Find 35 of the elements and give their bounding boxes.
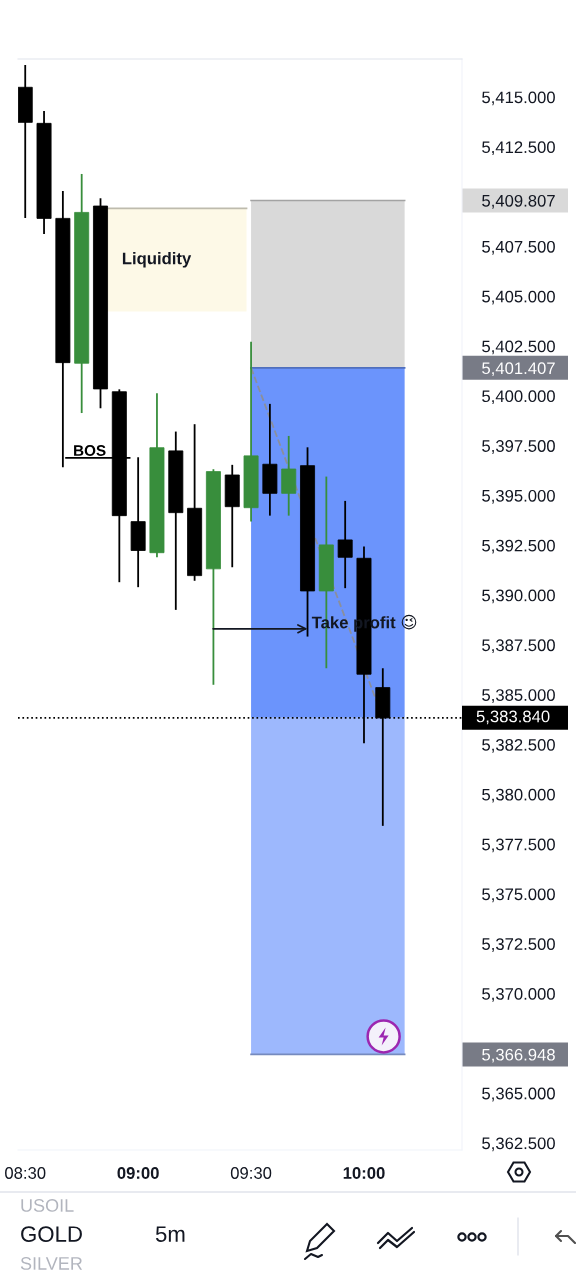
series-label: BOS bbox=[74, 445, 106, 456]
x-tick-label: 09:30 bbox=[230, 1167, 272, 1179]
y-tick-label: 5,415.000 bbox=[482, 91, 555, 106]
text: GOLD bbox=[21, 1226, 82, 1242]
x-tick-label: 08:30 bbox=[5, 1167, 46, 1179]
y-tick-label: 5,372.500 bbox=[482, 938, 555, 952]
x-tick-label: 09:00 bbox=[117, 1167, 159, 1179]
y-tick-label: 5,402.500 bbox=[482, 340, 555, 355]
ref-line-label: 5,383.840 bbox=[476, 710, 550, 725]
y-tick-label: 5,385.000 bbox=[482, 689, 555, 703]
text: USOIL bbox=[21, 1199, 74, 1212]
y-tick-label: 5,390.000 bbox=[482, 589, 555, 604]
y-tick-label: 5,382.500 bbox=[482, 738, 555, 753]
y-tick-label: 5,377.500 bbox=[482, 838, 555, 853]
text: SILVER bbox=[20, 1257, 83, 1270]
y-tick-label: 5,387.500 bbox=[482, 639, 555, 654]
y-tick-label: 5,380.000 bbox=[482, 788, 555, 803]
y-tick-label: 5,365.000 bbox=[482, 1087, 555, 1102]
y-tick-label: 5,401.407 bbox=[482, 362, 555, 377]
y-tick-label: 5,409.807 bbox=[482, 194, 555, 209]
y-tick-label: 5,400.000 bbox=[482, 390, 555, 405]
y-tick-label: 5,362.500 bbox=[482, 1137, 555, 1152]
y-tick-label: 5,407.500 bbox=[482, 240, 555, 255]
y-tick-label: 5,412.500 bbox=[482, 141, 555, 156]
y-tick-label: 5,397.500 bbox=[482, 440, 555, 454]
y-tick-label: 5,392.500 bbox=[482, 539, 555, 554]
candlestick bbox=[337, 499, 353, 590]
annotation: Liquidity bbox=[122, 252, 192, 268]
y-tick-label: 5,370.000 bbox=[482, 988, 555, 1002]
text: 5m bbox=[155, 1226, 185, 1242]
x-tick-label: 10:00 bbox=[343, 1167, 385, 1179]
y-tick-label: 5,395.000 bbox=[482, 489, 555, 504]
y-tick-label: 5,366.948 bbox=[482, 1048, 555, 1063]
y-tick-label: 5,405.000 bbox=[482, 290, 555, 305]
y-tick-label: 5,375.000 bbox=[482, 888, 555, 903]
